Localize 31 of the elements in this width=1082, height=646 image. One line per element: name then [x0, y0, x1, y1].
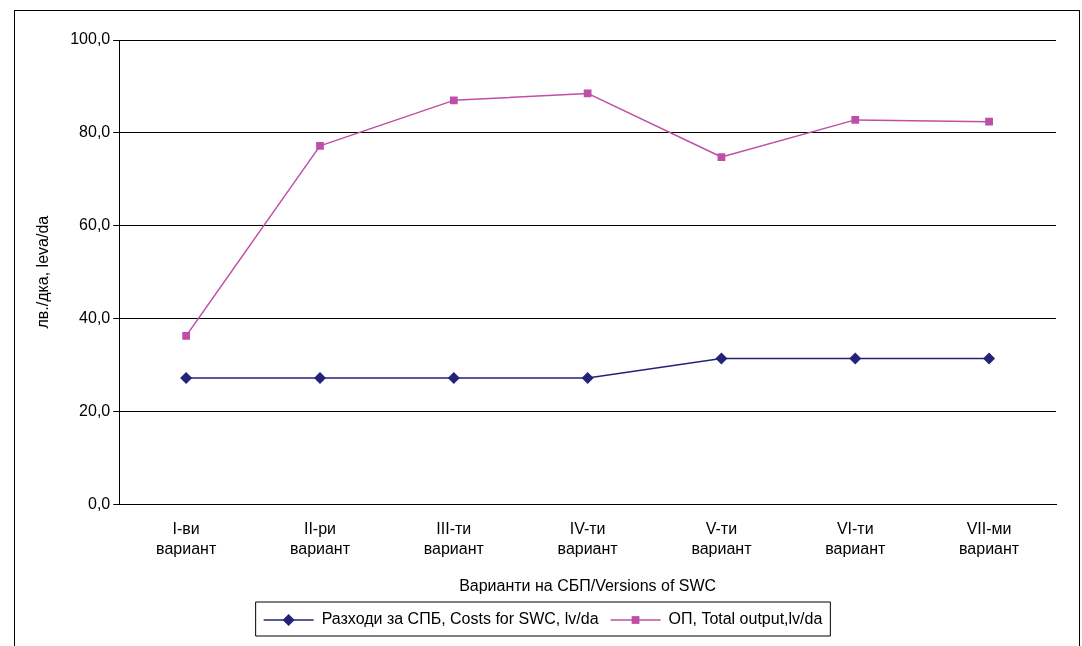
point: [316, 141, 324, 150]
point: [715, 352, 728, 365]
point: [313, 372, 326, 385]
y-tick-label: 80,0: [79, 123, 111, 141]
y-tick-label: 40,0: [79, 309, 111, 327]
point: [581, 372, 594, 385]
x-tick-label: III-ти вариант: [423, 520, 485, 557]
point: [182, 331, 191, 340]
point: [447, 372, 460, 385]
point: [583, 89, 592, 98]
point: [180, 372, 193, 385]
y-tick-label: 60,0: [79, 216, 111, 234]
point: [983, 352, 996, 365]
y-axis-title: лв./дка, leva/da: [34, 215, 52, 329]
x-axis-title: Варианти на СБП/Versions of SWC: [459, 576, 717, 594]
legend-label: ОП, Total output,lv/da: [668, 610, 823, 628]
y-tick-label: 100,0: [70, 30, 111, 48]
x-tick-label: I-ви вариант: [156, 520, 217, 557]
point: [985, 117, 993, 126]
x-tick-label: V-ти вариант: [691, 520, 753, 557]
x-tick-label: VI-ти вариант: [825, 520, 886, 557]
x-tick-label: II-ри вариант: [289, 520, 351, 557]
x-tick-label: VII-ми вариант: [959, 520, 1020, 557]
y-tick-label: 20,0: [79, 401, 111, 419]
y-tick-label: 0,0: [87, 494, 111, 512]
point: [717, 153, 726, 161]
point: [851, 115, 860, 124]
legend-label: Разходи за СПБ, Costs for SWC, lv/da: [321, 610, 599, 628]
point: [849, 352, 862, 365]
x-tick-label: IV-ти вариант: [557, 520, 619, 557]
point: [449, 96, 458, 105]
